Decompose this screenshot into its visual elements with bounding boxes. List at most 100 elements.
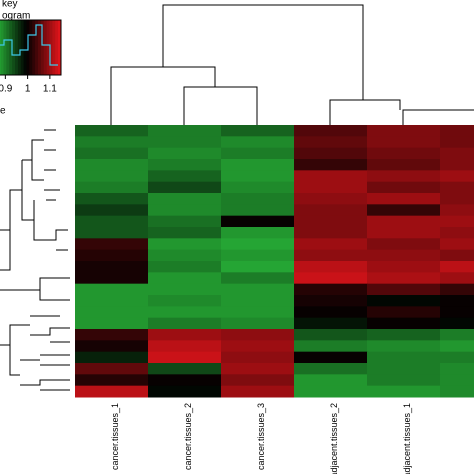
column-label: cancer.tissues_1 <box>110 403 120 470</box>
heatmap-cell <box>75 227 149 239</box>
heatmap-cell <box>440 215 474 228</box>
heatmap-cell <box>148 159 222 171</box>
heatmap-cell <box>148 125 222 137</box>
heatmap-cell <box>75 340 149 353</box>
heatmap-cell <box>148 261 222 273</box>
heatmap-cell <box>75 385 149 398</box>
key-swatch <box>35 20 39 75</box>
heatmap-cell <box>440 385 474 398</box>
key-swatch <box>0 20 4 75</box>
heatmap-cell <box>221 125 295 137</box>
heatmap-cell <box>75 351 149 364</box>
heatmap-cell <box>440 238 474 251</box>
heatmap-cell <box>148 238 222 251</box>
key-swatch <box>58 20 62 75</box>
heatmap-cell <box>75 193 149 205</box>
heatmap-cell <box>440 317 474 330</box>
heatmap-cell <box>221 181 295 194</box>
heatmap-cell <box>221 329 295 341</box>
heatmap-cell <box>148 306 222 319</box>
key-swatch <box>46 20 50 75</box>
heatmap-cell <box>75 295 149 307</box>
heatmap-cell <box>367 374 441 387</box>
heatmap-cell <box>148 193 222 205</box>
heatmap-cell <box>221 170 295 183</box>
heatmap-cell <box>221 363 295 375</box>
heatmap-cell <box>148 317 222 330</box>
heatmap-cell <box>221 295 295 307</box>
row-dendrogram <box>0 129 70 391</box>
heatmap-cell <box>221 340 295 353</box>
heatmap-cell <box>75 374 149 387</box>
heatmap-cell <box>148 249 222 262</box>
heatmap-cell <box>440 261 474 273</box>
heatmap-cell <box>148 215 222 228</box>
heatmap-cell <box>440 181 474 194</box>
heatmap-cell <box>221 317 295 330</box>
key-swatch <box>9 20 13 75</box>
key-swatch <box>40 20 45 75</box>
heatmap-cell <box>294 363 368 375</box>
heatmap-cell <box>367 306 441 319</box>
heatmap-cell <box>221 238 295 251</box>
dendrogram-branch <box>183 86 258 125</box>
heatmap-cell <box>294 159 368 171</box>
heatmap-cell <box>294 329 368 341</box>
heatmap-cell <box>75 125 149 137</box>
heatmap-cell <box>367 261 441 273</box>
heatmap-cell <box>294 295 368 307</box>
heatmap-cell <box>367 147 441 160</box>
heatmap-cell <box>367 215 441 228</box>
key-swatch <box>0 20 2 75</box>
heatmap-cell <box>148 385 222 398</box>
key-tick-label: 0.9 <box>0 84 13 95</box>
heatmap-cell <box>440 351 474 364</box>
key-swatch <box>32 20 36 75</box>
heatmap-cell <box>221 351 295 364</box>
heatmap-cell <box>75 283 149 296</box>
heatmap-cell <box>440 283 474 296</box>
key-tick-label: 1.1 <box>43 84 57 95</box>
key-swatch <box>17 20 22 75</box>
heatmap-cell <box>440 193 474 205</box>
key-swatch <box>55 20 59 75</box>
key-swatch <box>29 20 33 75</box>
heatmap-cell <box>221 215 295 228</box>
heatmap-cell <box>148 204 222 217</box>
heatmap-cell <box>148 170 222 183</box>
heatmap-cell <box>440 204 474 217</box>
heatmap-cell <box>294 136 368 149</box>
heatmap-cell <box>440 306 474 319</box>
heatmap-cell <box>294 204 368 217</box>
heatmap-cell <box>75 238 149 251</box>
heatmap-cell <box>75 329 149 341</box>
heatmap-cell <box>367 249 441 262</box>
heatmap-cell <box>294 215 368 228</box>
key-swatch <box>52 20 56 75</box>
heatmap-cell <box>367 351 441 364</box>
dendrogram-branch <box>402 109 474 125</box>
heatmap-cell <box>367 385 441 398</box>
heatmap-cell <box>148 272 222 285</box>
heatmap-cell <box>75 249 149 262</box>
heatmap-cell <box>221 306 295 319</box>
heatmap-cell <box>367 170 441 183</box>
heatmap-cell <box>294 374 368 387</box>
key-swatch <box>6 20 10 75</box>
dendrogram-branch <box>110 66 216 125</box>
dendrogram-branch <box>0 129 68 271</box>
heatmap-cell <box>75 272 149 285</box>
heatmap-cell <box>294 306 368 319</box>
column-label: adjacent.tissues_2 <box>329 403 339 474</box>
heatmap-cell <box>148 351 222 364</box>
heatmap-cell <box>221 283 295 296</box>
heatmap-cell <box>75 204 149 217</box>
dendrogram-branch <box>0 277 70 391</box>
heatmap-cell <box>294 261 368 273</box>
heatmap-cell <box>367 363 441 375</box>
heatmap-cell <box>75 147 149 160</box>
column-label: cancer.tissues_2 <box>183 403 193 470</box>
heatmap-cell <box>221 249 295 262</box>
heatmap-cell <box>440 159 474 171</box>
